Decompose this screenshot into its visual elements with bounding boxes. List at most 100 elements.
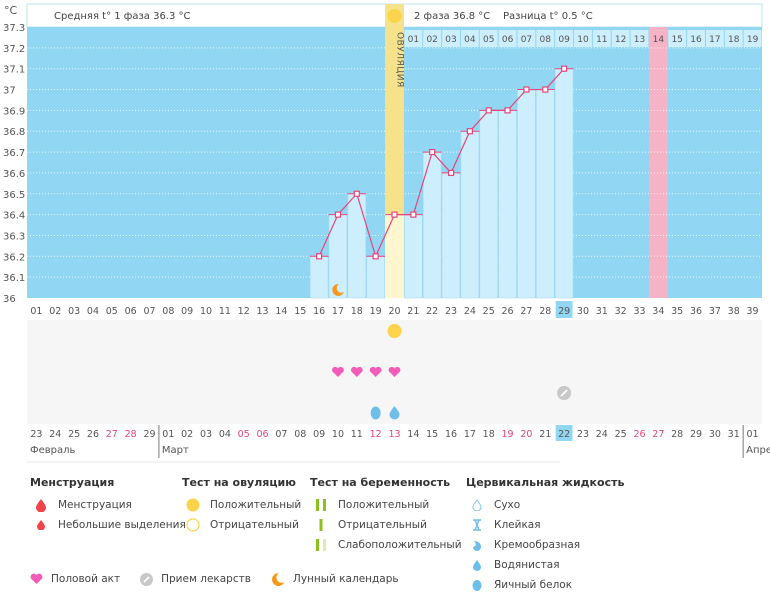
calendar-date-label: 04 [219,429,231,440]
month-label: Март [162,445,189,456]
cycle-day-label: 04 [87,306,99,317]
legend-item: Лунный календарь [271,572,399,586]
calendar-date-label: 14 [407,429,419,440]
phase2-day-label: 09 [558,35,570,45]
temperature-bar [517,89,536,299]
calendar-date-label: 01 [162,429,174,440]
drop-outline-icon [466,499,488,511]
legend-label: Отрицательный [338,519,427,531]
cycle-day-label: 06 [125,306,137,317]
pill-icon [140,572,154,586]
phase2-day-cell [442,30,460,47]
today-date-highlight [555,425,573,441]
phase2-day-label: 12 [615,35,626,45]
legend-pregnancy-test: Тест на беременность Положительный Отриц… [310,476,462,555]
y-tick-label: 37.3 [3,23,25,34]
legend-item: Сухо [466,495,624,515]
cycle-day-label: 18 [351,306,363,317]
expected-period-column [648,27,668,298]
calendar-date-label: 05 [238,429,250,440]
phase1-average: Средняя t° 1 фаза 36.3 °C [54,11,191,22]
cycle-day-label: 39 [747,306,759,317]
hourglass-icon [466,519,488,531]
egg-white-icon [370,406,381,420]
ovulation-test-positive-icon [387,324,402,338]
temperature-point [353,190,360,197]
calendar-date-label: 27 [652,429,664,440]
drop-large-red-icon [30,498,52,512]
cycle-day-label: 15 [294,306,306,317]
cycle-day-label: 05 [106,306,118,317]
legend-label: Менструация [58,499,132,511]
calendar-date-label: 08 [294,429,306,440]
y-tick-label: 36.7 [3,148,25,159]
drop-small-red-icon [30,520,52,530]
temperature-point [485,107,492,114]
calendar-date-label: 25 [615,429,627,440]
cycle-day-label: 25 [483,306,495,317]
cycle-day-label: 07 [143,306,155,317]
temperature-point [334,211,342,218]
phase2-day-label: 19 [747,35,759,45]
phase2-day-label: 01 [408,35,419,45]
phase2-day-cell [743,30,762,47]
cycle-day-label: 23 [445,306,457,317]
calendar-date-label: 06 [257,429,269,440]
y-tick-label: 37 [3,86,16,97]
calendar-date-label: 21 [539,429,551,440]
temperature-bar [347,193,367,299]
legend-other: Половой акт Прием лекарств Лунный календ… [30,572,419,586]
calendar-date-label: 24 [596,429,608,440]
phase2-day-cell [479,30,498,47]
temperature-bar [479,110,498,299]
cycle-day-label: 20 [388,306,400,317]
y-tick-label: 36.4 [3,211,25,222]
temperature-bar [554,68,574,299]
two-green-bars-icon [310,499,332,511]
phase2-average: 2 фаза 36.8 °C [414,11,490,22]
cycle-day-label: 17 [332,306,344,317]
legend-item: Водянистая [466,555,624,575]
cycle-day-label: 31 [596,306,608,317]
calendar-date-label: 09 [313,429,325,440]
y-tick-label: 36.2 [3,252,25,263]
phase2-day-cell [555,30,574,47]
heart-icon [369,366,382,377]
cycle-day-label: 14 [275,306,287,317]
moon-icon [332,283,344,296]
legend-title: Цервикальная жидкость [466,476,625,489]
legend-label: Клейкая [494,519,541,531]
phase2-day-cell [668,30,687,47]
legend-title: Менструация [30,476,115,489]
temperature-point [372,253,379,260]
temperature-point [391,211,398,218]
heart-icon [350,366,363,377]
legend-item: Положительный [310,495,462,515]
phase2-day-label: 08 [540,35,552,45]
phase2-day-label: 17 [709,35,720,45]
temperature-point [561,65,568,72]
calendar-date-label: 23 [30,429,42,440]
legend-label: Положительный [210,499,302,511]
calendar-date-label: 07 [275,429,287,440]
calendar-date-label: 27 [106,429,118,440]
phase2-day-cell [724,30,743,47]
phase2-day-label: 07 [521,35,532,45]
cycle-day-label: 12 [238,306,250,317]
temperature-point [542,86,549,93]
temperature-bar [309,256,329,299]
phase2-day-label: 14 [653,35,665,45]
calendar-date-label: 22 [558,429,570,440]
legend-item: Яичный белок [466,575,624,595]
cycle-day-label: 36 [690,306,702,317]
phase2-day-cell [687,30,705,47]
legend-menstruation: Менструация Менструация Небольшие выделе… [30,476,186,535]
cycle-day-label: 29 [558,306,570,317]
cycle-day-label: 21 [407,306,419,317]
phase2-day-cell [460,30,479,47]
calendar-date-label: 11 [351,429,363,440]
temperature-bar [366,256,385,299]
legend-cervical-fluid: Цервикальная жидкость Сухо Клейкая Кремо… [466,476,624,595]
calendar-date-label: 28 [671,429,683,440]
temperature-bar [404,214,423,299]
